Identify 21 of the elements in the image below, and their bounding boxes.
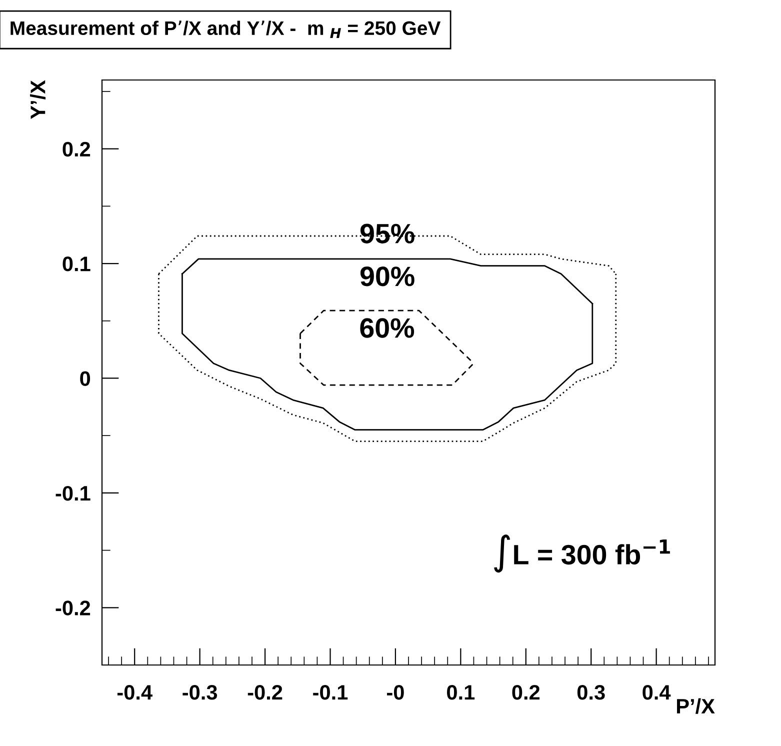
- x-tick-label: -0.1: [313, 684, 348, 700]
- y-tick-label: -0.1: [56, 486, 90, 501]
- x-tick-label: 0.2: [512, 684, 540, 700]
- y-tick-label: 0.1: [62, 256, 90, 272]
- x-tick-label: -0.3: [182, 684, 218, 700]
- series-label: 95%: [360, 224, 414, 244]
- x-tick-label: 0.3: [577, 684, 605, 700]
- y-axis-title: Y’/X: [30, 80, 46, 120]
- series-label: 90%: [360, 266, 414, 286]
- y-tick-label: 0.2: [62, 142, 90, 157]
- x-tick-label: 0.4: [642, 684, 671, 700]
- annotation: ∫L = 300 fb$^{−1}$: [494, 534, 670, 573]
- x-tick-label: -0.4: [117, 684, 152, 700]
- chart-title: Measurement of P’/X and Y’/X - m $_{H}$ = 250 GeV: [10, 20, 441, 38]
- y-tick-label: -0.2: [56, 600, 90, 616]
- x-tick-label: -0.2: [248, 684, 282, 700]
- x-tick-label: 0.1: [447, 684, 475, 700]
- series-label: 60%: [360, 318, 414, 338]
- x-tick-label: -0: [387, 684, 404, 700]
- y-tick-label: 0: [80, 371, 90, 386]
- x-axis-title: P’/X: [677, 698, 715, 714]
